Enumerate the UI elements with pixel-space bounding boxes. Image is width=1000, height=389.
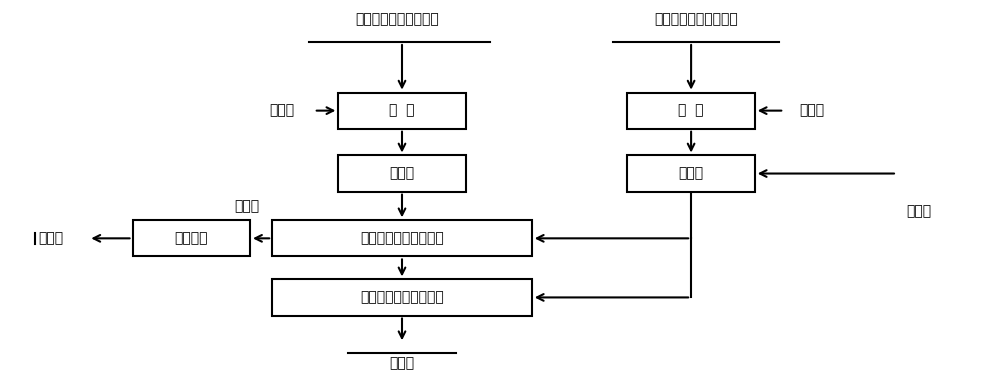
Text: 调  浆: 调 浆 [389,103,415,117]
Text: 铁精矿: 铁精矿 [389,356,415,370]
Bar [338,93,466,129]
Bar [338,156,466,192]
Text: 尾矿浓缩: 尾矿浓缩 [175,231,208,245]
Text: 一次提铁后的粗选尾矿: 一次提铁后的粗选尾矿 [355,12,439,26]
Bar [627,93,755,129]
Text: 絮凝剂: 絮凝剂 [235,199,260,213]
Text: 圆筒筛: 圆筒筛 [679,166,704,180]
Bar [272,279,532,315]
Text: 立环高梯度磁选机粗选: 立环高梯度磁选机粗选 [360,231,444,245]
Text: 分散剂: 分散剂 [799,103,824,117]
Bar [272,220,532,256]
Text: 调  浆: 调 浆 [678,103,704,117]
Text: 圆筒筛: 圆筒筛 [389,166,415,180]
Text: 分散剂: 分散剂 [269,103,294,117]
Text: 絮凝剂: 絮凝剂 [907,205,932,219]
Bar [132,220,250,256]
Text: 立环高梯度磁选机精选: 立环高梯度磁选机精选 [360,291,444,305]
Bar [627,156,755,192]
Text: 一次提铁后的粗选尾矿: 一次提铁后的粗选尾矿 [654,12,738,26]
Text: 赤泥库: 赤泥库 [39,231,64,245]
